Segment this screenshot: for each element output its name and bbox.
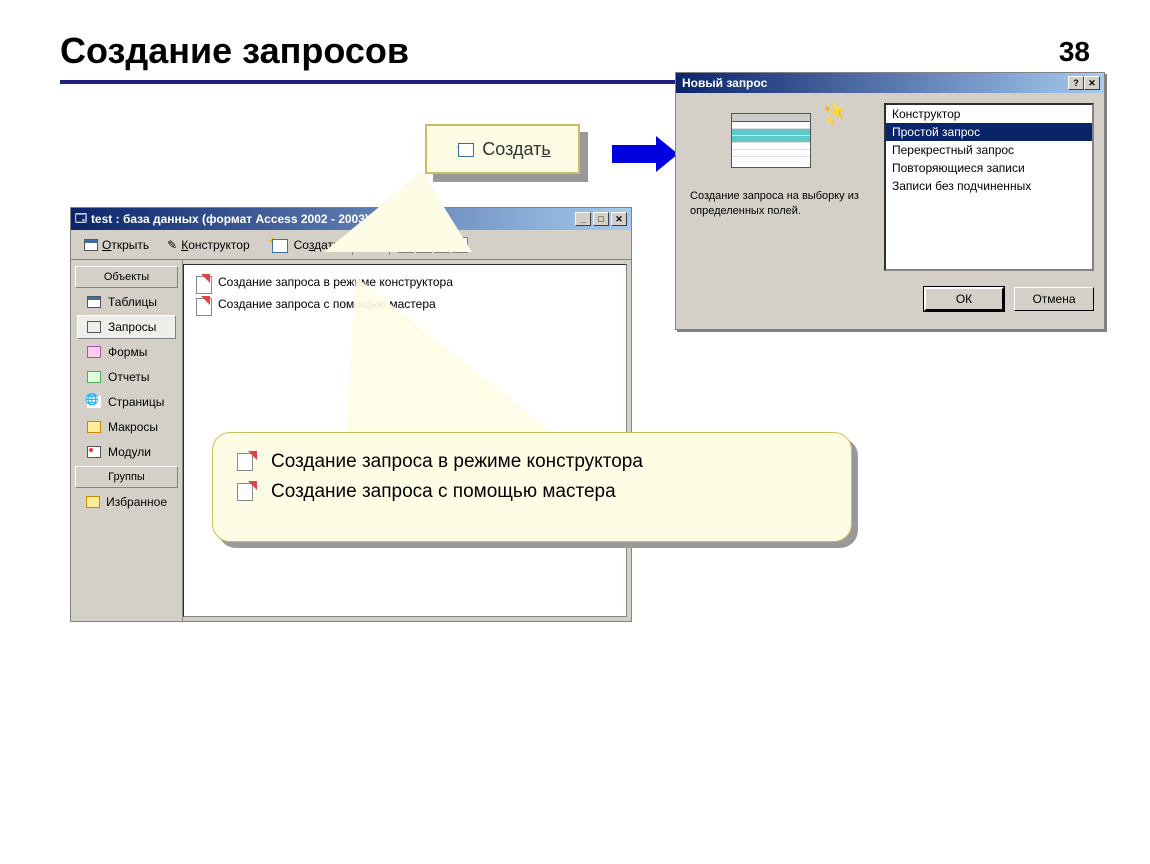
queries-icon <box>87 321 101 333</box>
dialog-titlebar[interactable]: Новый запрос ? ✕ <box>676 73 1104 93</box>
sidebar-item-queries[interactable]: Запросы <box>77 315 176 339</box>
sidebar-item-pages[interactable]: Страницы <box>77 390 176 414</box>
cancel-button[interactable]: Отмена <box>1014 287 1094 311</box>
option-duplicates[interactable]: Повторяющиеся записи <box>886 159 1092 177</box>
minimize-button[interactable]: _ <box>575 212 591 226</box>
sidebar-item-forms[interactable]: Формы <box>77 340 176 364</box>
zoom-row: Создание запроса в режиме конструктора <box>235 447 829 477</box>
reports-icon <box>87 371 101 383</box>
create-callout-label: Создать <box>482 139 550 160</box>
help-button[interactable]: ? <box>1068 76 1084 90</box>
open-button[interactable]: Открыть <box>77 235 156 255</box>
sidebar-item-label: Отчеты <box>108 370 149 384</box>
maximize-button[interactable]: □ <box>593 212 609 226</box>
dialog-preview: ✨ <box>721 107 841 177</box>
design-icon: ✎ <box>167 238 177 252</box>
sidebar-item-label: Таблицы <box>108 295 157 309</box>
new-query-dialog: Новый запрос ? ✕ ✨ Создание запроса на в… <box>675 72 1105 330</box>
slide-number: 38 <box>1059 36 1090 68</box>
wizard-icon <box>194 296 210 312</box>
open-icon <box>84 239 98 251</box>
sidebar-item-favorites[interactable]: Избранное <box>77 490 176 514</box>
wand-icon: ✨ <box>818 96 852 130</box>
zoom-row-label: Создание запроса в режиме конструктора <box>271 451 643 473</box>
sidebar-item-label: Макросы <box>108 420 158 434</box>
arrow-icon <box>612 136 678 172</box>
new-icon: ✦ <box>454 140 476 158</box>
sidebar-item-label: Избранное <box>106 495 167 509</box>
close-button[interactable]: ✕ <box>1084 76 1100 90</box>
sidebar-item-label: Модули <box>108 445 151 459</box>
sidebar-item-label: Запросы <box>108 320 156 334</box>
ok-button[interactable]: ОК <box>924 287 1004 311</box>
wizard-icon <box>235 451 257 473</box>
dialog-options-list[interactable]: Конструктор Простой запрос Перекрестный … <box>884 103 1094 271</box>
forms-icon <box>87 346 101 358</box>
macros-icon <box>87 421 101 433</box>
wizard-icon <box>235 481 257 503</box>
dialog-description: Создание запроса на выборку из определен… <box>686 189 876 219</box>
zoom-row-label: Создание запроса с помощью мастера <box>271 481 616 503</box>
option-constructor[interactable]: Конструктор <box>886 105 1092 123</box>
close-button[interactable]: ✕ <box>611 212 627 226</box>
sidebar-item-reports[interactable]: Отчеты <box>77 365 176 389</box>
option-simple-query[interactable]: Простой запрос <box>886 123 1092 141</box>
tables-icon <box>87 296 101 308</box>
wizard-icon <box>194 274 210 290</box>
zoom-pointer <box>346 277 556 435</box>
option-crosstab[interactable]: Перекрестный запрос <box>886 141 1092 159</box>
design-button[interactable]: ✎Конструктор <box>160 235 257 255</box>
db-app-icon: 🗔 <box>75 210 87 229</box>
slide-title: Создание запросов <box>60 30 1090 72</box>
new-icon: ✦ <box>268 236 290 254</box>
dialog-title: Новый запрос <box>682 76 1068 90</box>
sidebar-item-label: Страницы <box>108 395 164 409</box>
sidebar-header-objects[interactable]: Объекты <box>75 266 178 288</box>
sidebar-item-modules[interactable]: Модули <box>77 440 176 464</box>
zoom-callout: Создание запроса в режиме конструктора С… <box>212 432 852 542</box>
callout-create: ✦ Создать <box>425 124 580 174</box>
modules-icon <box>87 446 101 458</box>
option-unmatched[interactable]: Записи без подчиненных <box>886 177 1092 195</box>
sidebar-item-tables[interactable]: Таблицы <box>77 290 176 314</box>
sidebar-item-label: Формы <box>108 345 147 359</box>
callout-pointer <box>324 172 472 252</box>
sidebar-item-macros[interactable]: Макросы <box>77 415 176 439</box>
db-sidebar: Объекты Таблицы Запросы Формы Отчеты Стр… <box>71 260 183 621</box>
pages-icon <box>87 396 101 408</box>
sidebar-header-groups[interactable]: Группы <box>75 466 178 488</box>
zoom-row: Создание запроса с помощью мастера <box>235 477 829 507</box>
favorites-icon <box>86 496 100 508</box>
